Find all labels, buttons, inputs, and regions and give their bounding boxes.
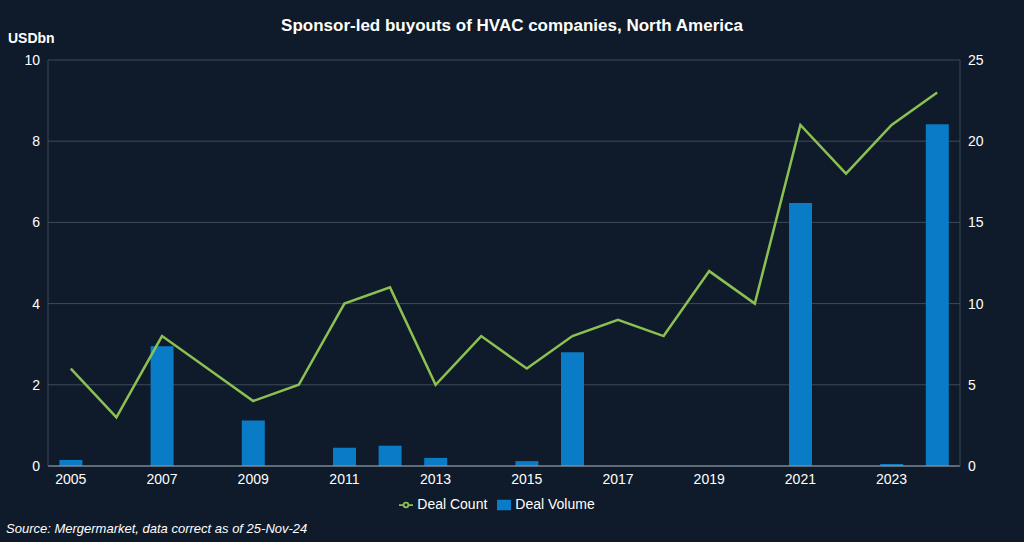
svg-text:2013: 2013 (420, 471, 451, 487)
svg-text:2021: 2021 (785, 471, 816, 487)
html-text:Sponsor-led buyouts of HVAC co: Sponsor-led buyouts of HVAC companies, N… (281, 16, 743, 35)
svg-text:5: 5 (968, 377, 976, 393)
svg-text:2019: 2019 (694, 471, 725, 487)
svg-text:15: 15 (968, 214, 984, 230)
svg-text:0: 0 (968, 458, 976, 474)
svg-text:10: 10 (24, 52, 40, 68)
svg-text:20: 20 (968, 133, 984, 149)
svg-text:2023: 2023 (876, 471, 907, 487)
svg-text:4: 4 (32, 296, 40, 312)
svg-text:6: 6 (32, 214, 40, 230)
svg-text:10: 10 (968, 296, 984, 312)
svg-text:2009: 2009 (238, 471, 269, 487)
html-text:USDbn: USDbn (8, 30, 55, 46)
svg-text:25: 25 (968, 52, 984, 68)
svg-text:2015: 2015 (511, 471, 542, 487)
html-text:Deal Volume: Deal Volume (515, 496, 595, 512)
svg-text:2: 2 (32, 377, 40, 393)
svg-text:8: 8 (32, 133, 40, 149)
svg-text:2005: 2005 (55, 471, 86, 487)
svg-text:2007: 2007 (146, 471, 177, 487)
html-text:Source: Mergermarket, data cor: Source: Mergermarket, data correct as of… (6, 521, 308, 536)
svg-text:2017: 2017 (602, 471, 633, 487)
html-text:Deal Count: Deal Count (417, 496, 488, 512)
svg-text:0: 0 (32, 458, 40, 474)
svg-text:2011: 2011 (329, 471, 359, 487)
